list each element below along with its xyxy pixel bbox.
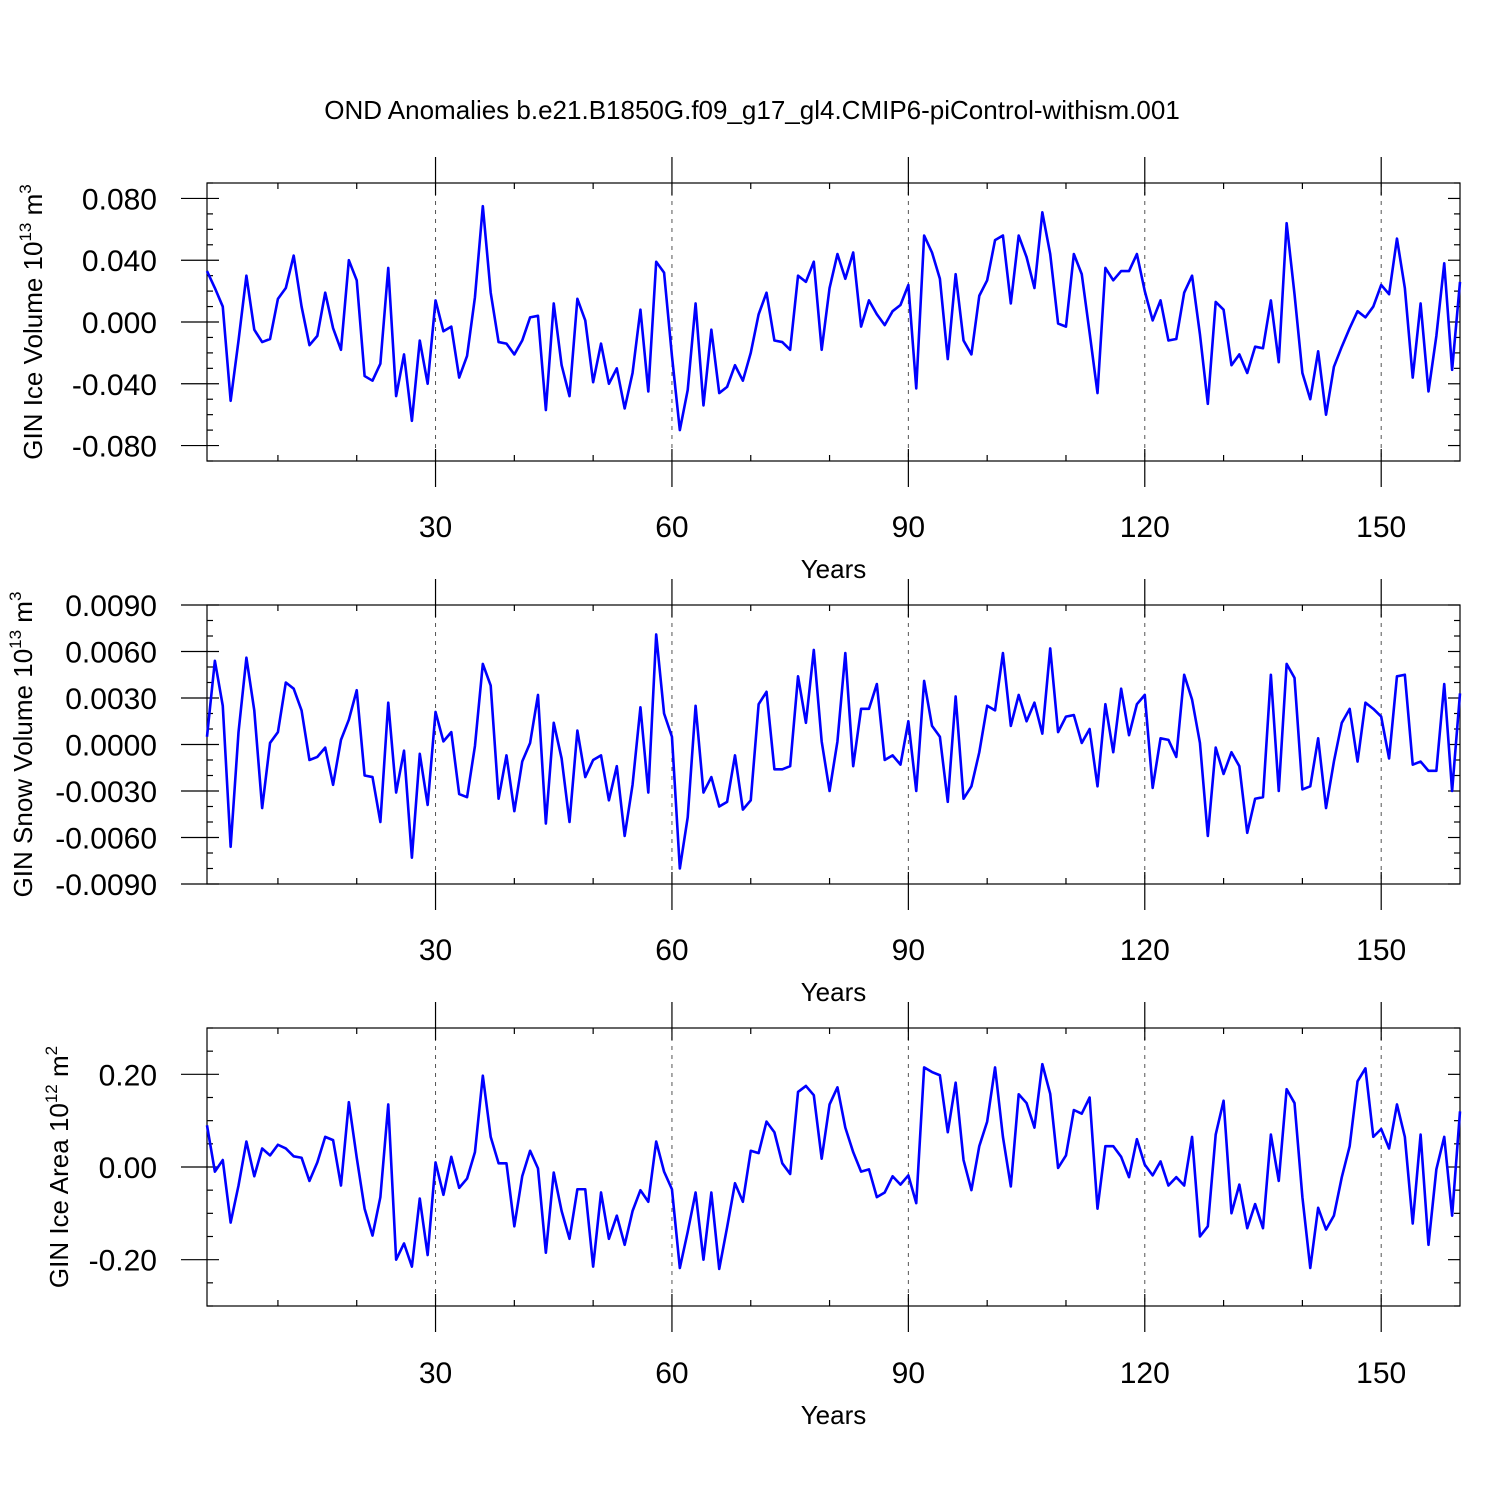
y-axis-label-unit-exponent: 2 xyxy=(42,1046,61,1055)
series-line-ice-volume xyxy=(205,204,1462,432)
y-tick-label: 0.040 xyxy=(82,245,157,278)
chart-title: OND Anomalies b.e21.B1850G.f09_g17_gl4.C… xyxy=(324,95,1180,125)
x-axis-label: Years xyxy=(801,1400,867,1430)
panels: 30 60 90 120 150 -0.080 -0.040 0.000 0.040 0.080 Y… xyxy=(6,157,1462,1430)
x-tick-label: 60 xyxy=(655,934,688,967)
x-tick-label: 90 xyxy=(892,1357,925,1390)
y-tick-label: -0.0090 xyxy=(55,869,157,902)
y-axis-label-unit: m xyxy=(18,194,48,223)
x-tick-label: 150 xyxy=(1356,1357,1406,1390)
y-tick-label: 0.0060 xyxy=(65,637,157,670)
x-tick-label: 30 xyxy=(419,511,452,544)
y-tick-label: -0.080 xyxy=(72,431,157,464)
y-axis-label-text: GIN Ice Volume 10 xyxy=(18,242,48,460)
y-tick-label: 0.00 xyxy=(99,1152,157,1185)
panel-ice-volume: 30 60 90 120 150 -0.080 -0.040 0.000 0.040 0.080 Y… xyxy=(16,157,1462,584)
y-axis-label-exponent: 12 xyxy=(42,1084,61,1103)
x-axis-label: Years xyxy=(801,977,867,1007)
x-tick-label: 30 xyxy=(419,934,452,967)
y-tick-label: 0.080 xyxy=(82,183,157,216)
y-axis-label-text: GIN Ice Area 10 xyxy=(44,1103,74,1288)
x-tick-label: 120 xyxy=(1120,934,1170,967)
x-tick-label: 90 xyxy=(892,511,925,544)
plot-frame xyxy=(206,1027,1461,1307)
series-line-snow-volume xyxy=(205,633,1462,870)
y-axis-label-unit: m xyxy=(44,1055,74,1084)
x-axis-label: Years xyxy=(801,554,867,584)
y-axis-label-unit-exponent: 3 xyxy=(16,184,35,193)
y-axis-label-unit: m xyxy=(8,601,38,630)
panel-snow-volume: 30 60 90 120 150 -0.0090 -0.0060 -0.0030 0.0000 0… xyxy=(6,579,1462,1007)
y-tick-label: 0.0000 xyxy=(65,730,157,763)
y-axis-label: GIN Ice Area 1012 m2 xyxy=(42,1046,74,1288)
x-tick-label: 120 xyxy=(1120,1357,1170,1390)
y-tick-label: 0.0030 xyxy=(65,683,157,716)
y-axis-label: GIN Snow Volume 1013 m3 xyxy=(6,592,38,898)
y-axis-label-text: GIN Snow Volume 10 xyxy=(8,649,38,898)
y-tick-label: 0.20 xyxy=(99,1059,157,1092)
y-tick-label: -0.0030 xyxy=(55,776,157,809)
y-axis-label: GIN Ice Volume 1013 m3 xyxy=(16,184,48,460)
y-tick-label: 0.0090 xyxy=(65,590,157,623)
plot-frame xyxy=(206,604,1461,885)
x-tick-label: 90 xyxy=(892,934,925,967)
y-axis-label-unit-exponent: 3 xyxy=(6,592,25,601)
panel-ice-area: 30 60 90 120 150 -0.20 0.00 0.20 Years GIN Ice Ar… xyxy=(42,1002,1462,1430)
x-tick-label: 150 xyxy=(1356,934,1406,967)
series-line-ice-area xyxy=(205,1062,1462,1271)
y-tick-label: -0.040 xyxy=(72,369,157,402)
x-tick-label: 60 xyxy=(655,1357,688,1390)
y-axis-label-exponent: 13 xyxy=(16,223,35,242)
y-tick-label: -0.20 xyxy=(89,1245,157,1278)
y-tick-label: 0.000 xyxy=(82,307,157,340)
x-tick-label: 120 xyxy=(1120,511,1170,544)
y-axis-label-exponent: 13 xyxy=(6,630,25,649)
x-tick-label: 150 xyxy=(1356,511,1406,544)
x-tick-label: 30 xyxy=(419,1357,452,1390)
x-tick-label: 60 xyxy=(655,511,688,544)
plot-frame xyxy=(206,182,1461,462)
y-tick-label: -0.0060 xyxy=(55,823,157,856)
